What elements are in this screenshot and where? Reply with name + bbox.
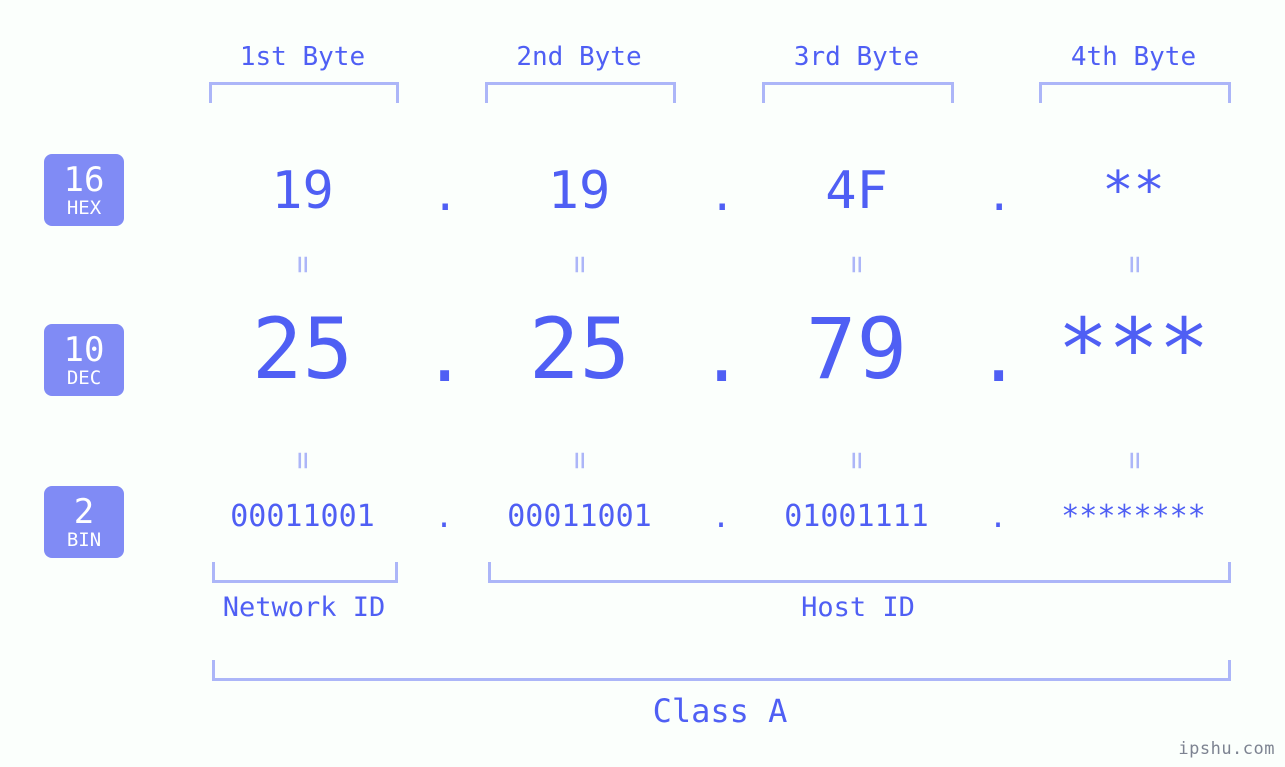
hex-byte-4: ** [1039,161,1228,221]
bin-byte-1: 00011001 [182,499,423,534]
hex-byte-3: 4F [762,161,951,221]
bin-num: 2 [74,495,94,529]
hex-dot-2: . [709,170,736,221]
bin-dot-2: . [712,500,730,535]
hex-byte-2: 19 [485,161,673,221]
dec-dot-2: . [700,314,743,398]
network-label: Network ID [212,592,396,623]
host-label: Host ID [488,592,1228,623]
eq-hex-dec-4: = [1118,255,1153,273]
dec-byte-1: 25 [195,300,410,398]
hex-dot-1: . [432,170,459,221]
bin-dot-1: . [435,500,453,535]
dec-dot-3: . [977,314,1020,398]
class-bracket [212,660,1231,681]
byte-bracket-1 [209,82,399,103]
class-label: Class A [212,692,1228,730]
eq-dec-bin-3: = [840,451,875,469]
byte-head-4: 4th Byte [1039,42,1228,72]
dec-byte-2: 25 [472,300,687,398]
byte-bracket-3 [762,82,954,103]
dec-dot-1: . [423,314,466,398]
hex-dot-3: . [986,170,1013,221]
eq-dec-bin-2: = [563,451,598,469]
hex-lab: HEX [67,199,101,218]
hex-byte-1: 19 [209,161,396,221]
byte-head-2: 2nd Byte [485,42,673,72]
dec-lab: DEC [67,369,101,388]
eq-dec-bin-1: = [286,451,321,469]
byte-head-3: 3rd Byte [762,42,951,72]
bin-dot-3: . [989,500,1007,535]
dec-byte-3: 79 [749,300,964,398]
hex-badge: 16 HEX [44,154,124,226]
eq-hex-dec-1: = [286,255,321,273]
hex-num: 16 [64,163,105,197]
bin-byte-2: 00011001 [459,499,700,534]
bin-byte-4: ******** [1013,499,1254,534]
eq-hex-dec-3: = [840,255,875,273]
dec-num: 10 [64,333,105,367]
byte-bracket-2 [485,82,676,103]
bin-lab: BIN [67,531,101,550]
bin-byte-3: 01001111 [736,499,977,534]
byte-bracket-4 [1039,82,1231,103]
network-bracket [212,562,398,583]
watermark: ipshu.com [1178,739,1275,759]
eq-dec-bin-4: = [1118,451,1153,469]
eq-hex-dec-2: = [563,255,598,273]
byte-head-1: 1st Byte [209,42,396,72]
bin-badge: 2 BIN [44,486,124,558]
host-bracket [488,562,1231,583]
dec-badge: 10 DEC [44,324,124,396]
dec-byte-4: *** [1026,300,1241,398]
